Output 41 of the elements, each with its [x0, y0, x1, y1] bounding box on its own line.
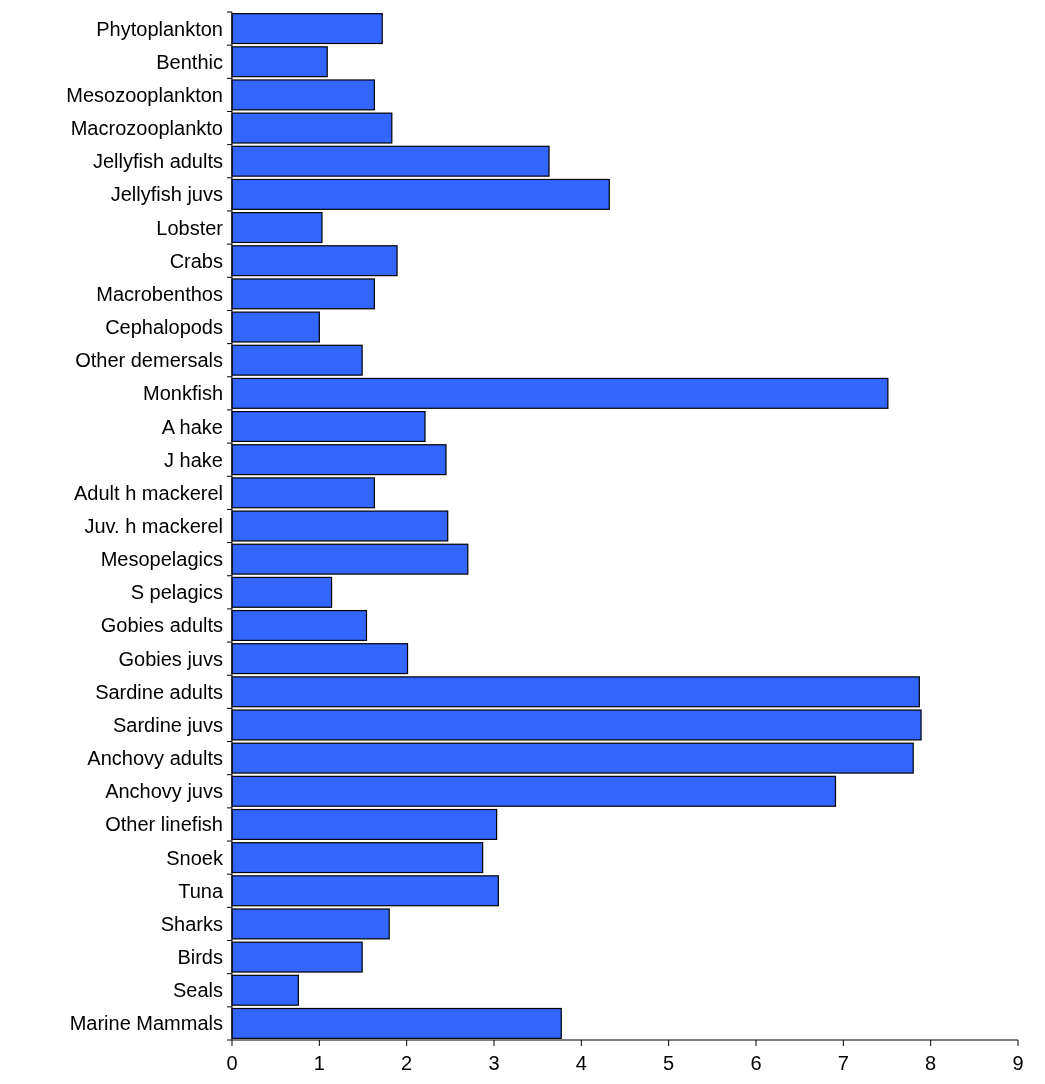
x-tick-label: 1	[313, 1052, 325, 1074]
x-tick-label: 8	[925, 1052, 937, 1074]
y-tick-label: Monkfish	[142, 382, 223, 405]
y-tick-label: Cephalopods	[105, 316, 223, 339]
y-tick-label: Gobies adults	[100, 614, 223, 637]
y-tick-label: Jellyfish juvs	[110, 183, 223, 206]
x-tick-label: 2	[401, 1052, 413, 1074]
y-tick-label: Jellyfish adults	[92, 150, 223, 173]
x-tick-label: 7	[837, 1052, 849, 1074]
y-tick-label: Sardine adults	[95, 680, 223, 703]
y-tick-label: Juv. h mackerel	[84, 515, 223, 537]
y-tick-label: Phytoplankton	[96, 17, 223, 40]
y-tick-label: Other linefish	[105, 813, 223, 836]
y-tick-label: Other demersals	[75, 349, 223, 372]
x-tick-label: 9	[1012, 1052, 1024, 1074]
y-tick-label: J hake	[164, 448, 223, 471]
y-tick-label: Mesopelagics	[100, 548, 223, 571]
y-tick-label: Mesozooplankton	[66, 83, 223, 106]
y-tick-label: Macrobenthos	[96, 282, 223, 305]
y-tick-label: Crabs	[169, 249, 223, 272]
y-tick-label: Sharks	[160, 912, 223, 935]
y-tick-label: Sardine juvs	[112, 713, 223, 736]
y-tick-label: Birds	[177, 946, 223, 969]
x-tick-label: 6	[750, 1052, 762, 1074]
y-tick-label: Seals	[172, 979, 223, 1002]
y-tick-label: A hake	[161, 415, 223, 438]
y-tick-label: Marine Mammals	[69, 1012, 223, 1035]
y-tick-label: Anchovy adults	[87, 747, 223, 770]
x-tick-label: 4	[575, 1052, 587, 1074]
y-tick-label: Snoek	[166, 846, 224, 869]
y-tick-label: Benthic	[156, 50, 223, 73]
y-tick-label: Lobster	[156, 216, 224, 239]
x-tick-label: 0	[226, 1052, 238, 1074]
y-tick-label: Adult h mackerel	[74, 481, 223, 504]
y-tick-label: Macrozooplankto	[70, 117, 223, 140]
y-tick-label: Gobies juvs	[118, 647, 223, 670]
y-tick-label: Tuna	[178, 879, 224, 902]
x-tick-label: 3	[488, 1052, 500, 1074]
y-tick-label: Anchovy juvs	[105, 780, 223, 803]
x-tick-label: 5	[663, 1052, 675, 1074]
y-tick-label: S pelagics	[130, 581, 223, 604]
